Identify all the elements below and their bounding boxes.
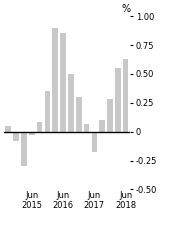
Bar (60, 33, 66, 132)
Bar (92, 132, 97, 152)
Bar (13, 132, 19, 141)
Bar (37, 122, 42, 132)
Bar (84, 124, 89, 132)
Text: %: % (121, 4, 130, 14)
Bar (123, 59, 129, 132)
Bar (29, 132, 35, 135)
Bar (76, 97, 81, 132)
Bar (45, 91, 50, 132)
Bar (115, 68, 121, 132)
Bar (99, 120, 105, 132)
Bar (68, 74, 74, 132)
Bar (5, 126, 11, 132)
Bar (107, 99, 113, 132)
Bar (21, 132, 27, 166)
Bar (52, 28, 58, 132)
